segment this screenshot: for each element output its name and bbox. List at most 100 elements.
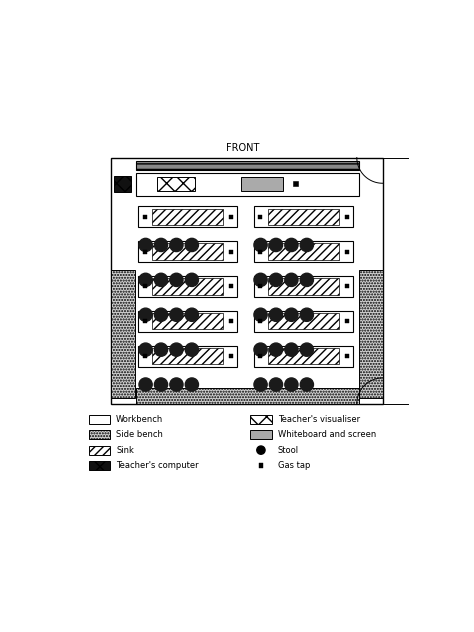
Bar [345, 215, 349, 219]
Bar [254, 346, 353, 367]
Circle shape [285, 308, 298, 321]
Bar [258, 319, 263, 324]
Bar [359, 270, 383, 398]
Circle shape [170, 273, 183, 286]
Bar [250, 415, 272, 424]
Bar [138, 276, 237, 297]
Bar [137, 388, 359, 404]
Circle shape [254, 343, 267, 356]
Bar [292, 181, 298, 186]
Circle shape [185, 308, 199, 321]
Bar [152, 313, 223, 329]
Bar [143, 319, 146, 324]
Circle shape [300, 343, 313, 356]
Bar [268, 278, 339, 295]
Bar [254, 276, 353, 297]
Bar [241, 178, 283, 191]
Circle shape [300, 308, 313, 321]
Bar [254, 311, 353, 332]
Bar [229, 284, 233, 288]
Circle shape [254, 238, 267, 252]
Bar [143, 215, 146, 219]
Circle shape [257, 446, 265, 454]
Circle shape [300, 378, 313, 391]
Circle shape [139, 308, 152, 321]
Circle shape [285, 343, 298, 356]
Circle shape [155, 238, 168, 252]
Bar [143, 250, 146, 253]
Bar [345, 355, 349, 358]
Bar [152, 348, 223, 364]
Circle shape [155, 308, 168, 321]
Bar [138, 241, 237, 262]
Bar [268, 348, 339, 364]
Circle shape [285, 238, 298, 252]
Circle shape [254, 308, 267, 321]
Bar [89, 430, 110, 439]
Circle shape [269, 343, 283, 356]
Circle shape [300, 273, 313, 286]
Bar [89, 415, 110, 424]
Bar [258, 355, 263, 358]
Bar [110, 270, 135, 398]
Bar [345, 250, 349, 253]
Bar [229, 250, 233, 253]
Bar [345, 319, 349, 324]
Bar [156, 178, 195, 191]
Circle shape [269, 238, 283, 252]
Bar [138, 311, 237, 332]
Circle shape [269, 378, 283, 391]
Bar [258, 284, 263, 288]
Bar [114, 176, 131, 192]
Bar [143, 355, 146, 358]
Circle shape [254, 273, 267, 286]
Bar [152, 243, 223, 260]
Circle shape [285, 273, 298, 286]
Bar [345, 284, 349, 288]
Bar [258, 215, 263, 219]
Circle shape [155, 378, 168, 391]
Circle shape [139, 238, 152, 252]
Bar [89, 461, 110, 470]
Bar [258, 250, 263, 253]
Bar [254, 206, 353, 228]
Circle shape [185, 378, 199, 391]
Circle shape [170, 343, 183, 356]
Circle shape [269, 273, 283, 286]
Circle shape [139, 273, 152, 286]
Text: FRONT: FRONT [226, 143, 260, 154]
Circle shape [139, 343, 152, 356]
Bar [89, 446, 110, 454]
Bar [268, 313, 339, 329]
Bar [137, 161, 359, 171]
Text: Teacher's computer: Teacher's computer [116, 461, 199, 470]
Bar [259, 463, 263, 468]
Bar [229, 355, 233, 358]
Bar [138, 346, 237, 367]
Circle shape [185, 238, 199, 252]
Bar [254, 241, 353, 262]
Text: Workbench: Workbench [116, 415, 164, 424]
Bar [152, 278, 223, 295]
Bar [250, 430, 272, 439]
Text: Side bench: Side bench [116, 430, 163, 439]
Circle shape [254, 378, 267, 391]
Bar [137, 173, 359, 196]
Text: Gas tap: Gas tap [278, 461, 310, 470]
Text: Whiteboard and screen: Whiteboard and screen [278, 430, 376, 439]
Circle shape [170, 238, 183, 252]
Circle shape [155, 273, 168, 286]
Bar [229, 215, 233, 219]
Bar [143, 284, 146, 288]
Bar [138, 206, 237, 228]
Circle shape [155, 343, 168, 356]
Circle shape [139, 378, 152, 391]
Bar [152, 209, 223, 225]
Circle shape [170, 378, 183, 391]
Bar [268, 243, 339, 260]
Text: Teacher's visualiser: Teacher's visualiser [278, 415, 360, 424]
Circle shape [185, 343, 199, 356]
Text: Sink: Sink [116, 446, 134, 454]
Bar [268, 209, 339, 225]
Circle shape [170, 308, 183, 321]
